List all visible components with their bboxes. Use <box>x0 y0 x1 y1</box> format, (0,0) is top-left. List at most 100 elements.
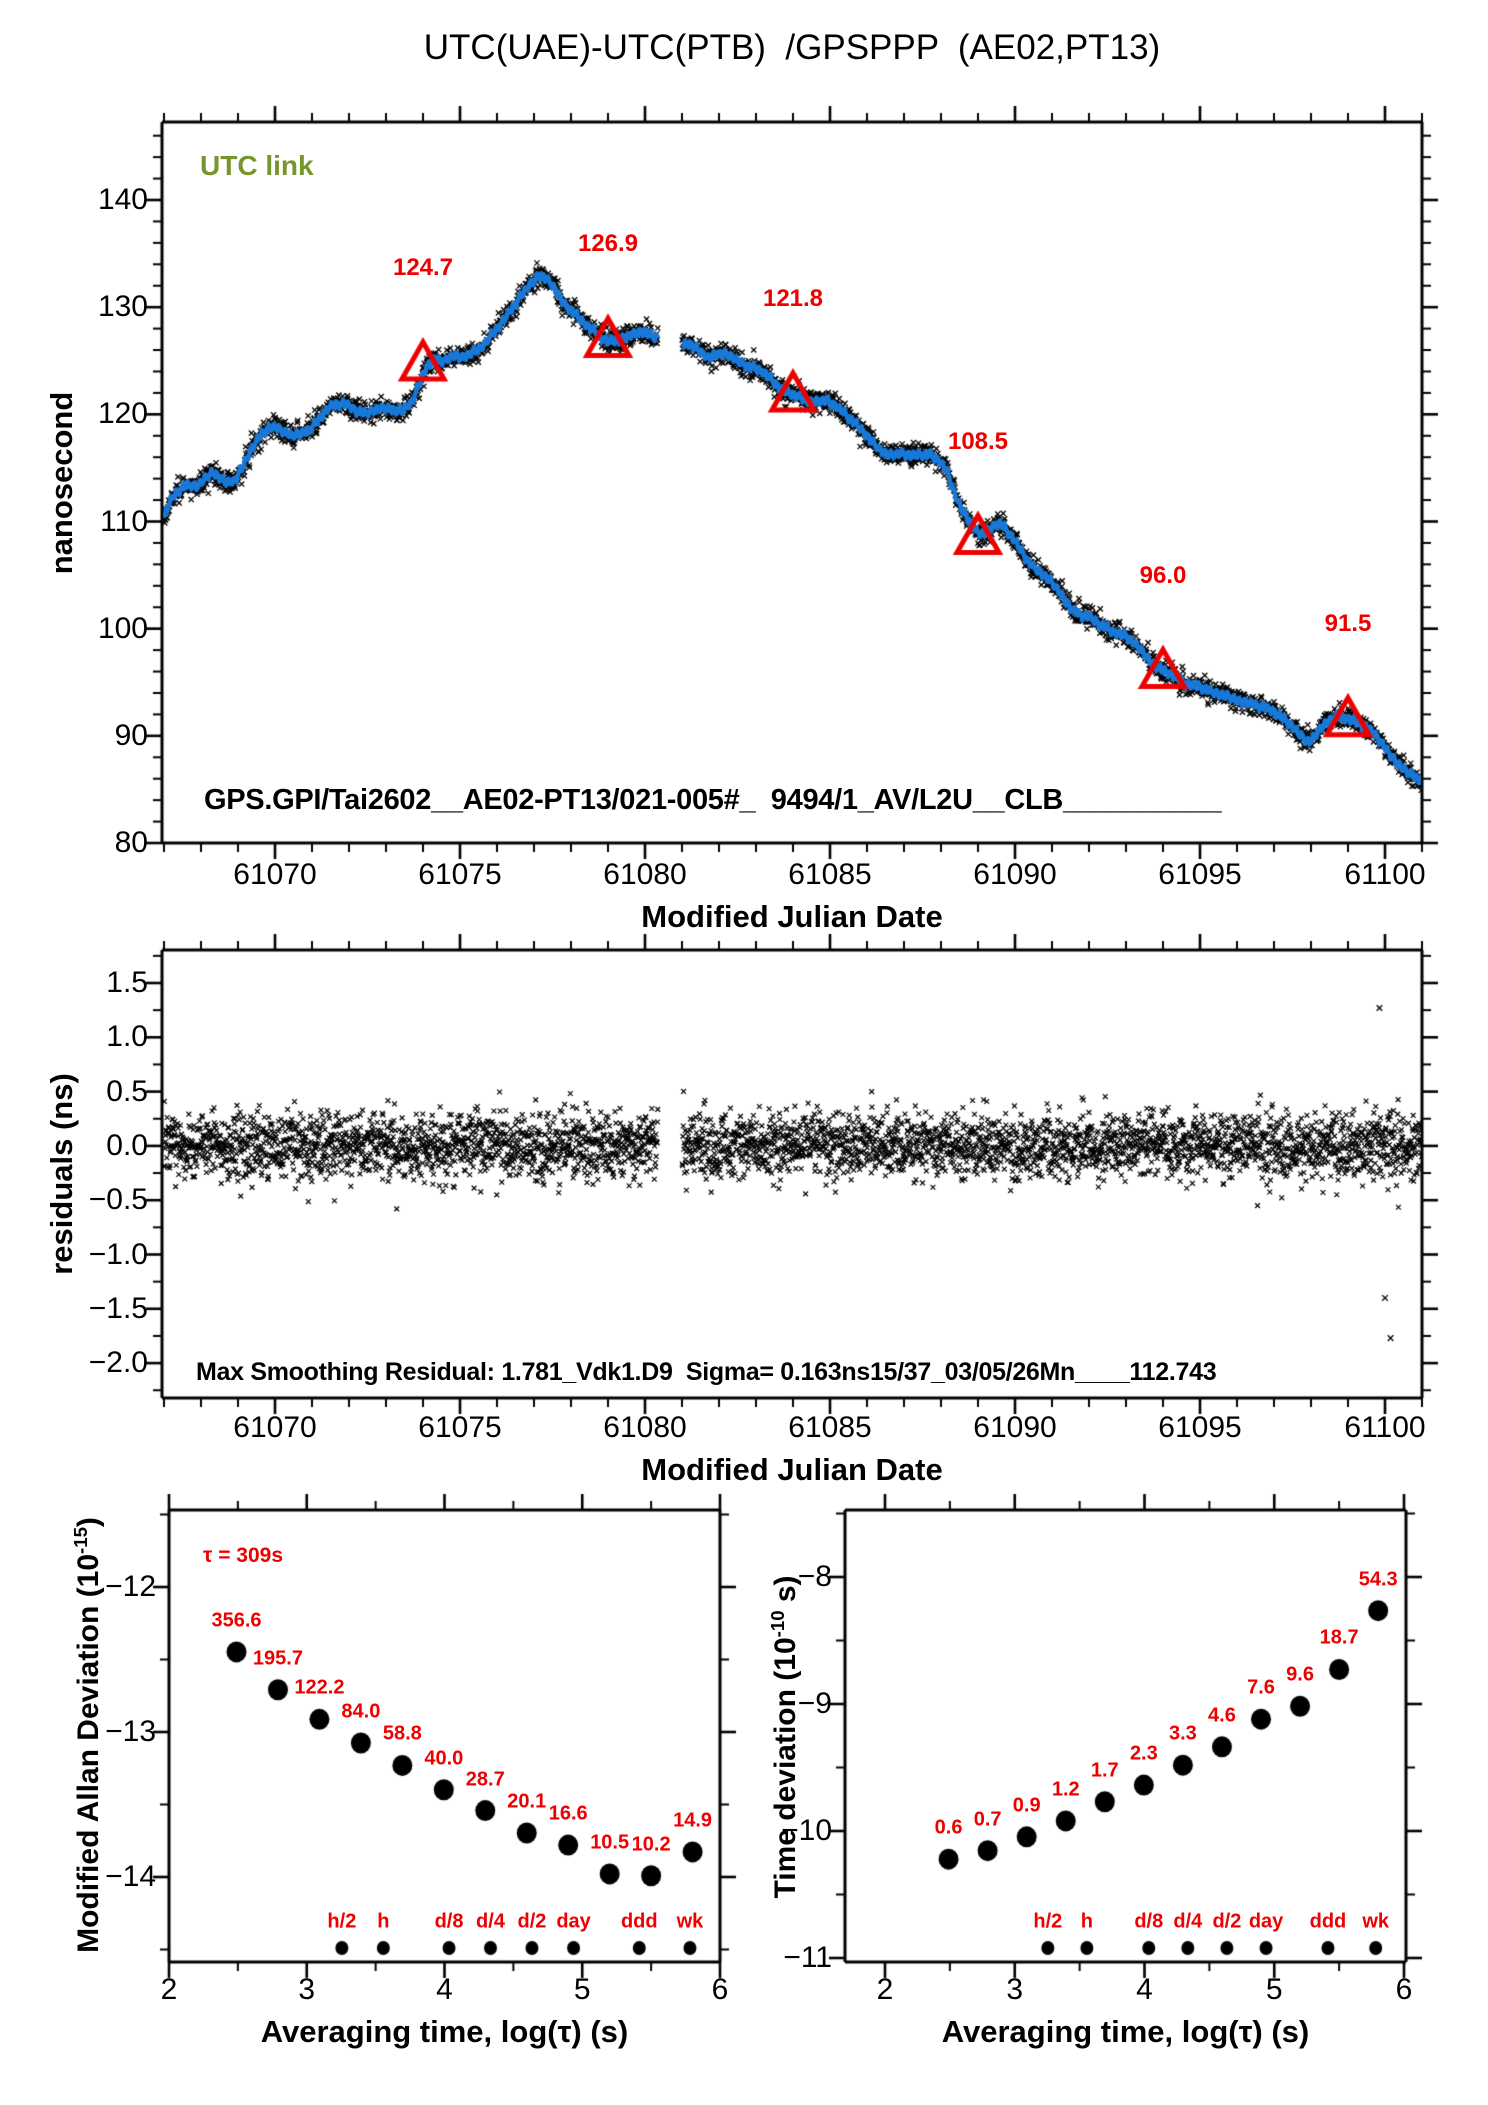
residuals-y-tick-label: 1.5 <box>106 966 148 999</box>
tdev-x-tick-label: 3 <box>1006 1973 1024 2006</box>
top-x-axis-title: Modified Julian Date <box>641 899 943 934</box>
residuals-x-axis-title: Modified Julian Date <box>641 1452 943 1487</box>
tdev-y-title-main: Time deviation (10 <box>769 1637 802 1899</box>
residuals-x-tick-label: 61080 <box>603 1411 687 1444</box>
residuals-y-tick-label: −1.0 <box>88 1237 148 1271</box>
residuals-x-tick-label: 61090 <box>973 1411 1057 1444</box>
residuals-y-tick-label: −1.5 <box>88 1291 148 1325</box>
top-y-tick-label: 120 <box>97 397 148 431</box>
tdev-point-value-label: 0.9 <box>1012 1794 1041 1817</box>
mdev-point-value-label: 195.7 <box>252 1647 303 1670</box>
tdev-point-value-label: 0.6 <box>934 1816 963 1839</box>
mdev-x-tick-label: 3 <box>298 1973 316 2006</box>
mdev-x-tick-label: 4 <box>436 1973 453 2006</box>
mdev-point-value-label: 20.1 <box>507 1790 547 1813</box>
tdev-time-tag-label: h/2 <box>1033 1910 1063 1933</box>
tdev-x-tick-label: 6 <box>1395 1973 1413 2006</box>
mdev-y-title-exponent: -15 <box>70 1527 91 1554</box>
residuals-y-tick-label: 1.0 <box>106 1020 148 1054</box>
mdev-y-tick-label: −14 <box>105 1860 156 1893</box>
mdev-time-tag-label: d/2 <box>517 1910 547 1933</box>
residuals-y-tick-label: −0.5 <box>88 1183 148 1217</box>
mdev-time-tag-label: h/2 <box>327 1910 357 1933</box>
tau-annotation: τ = 309s <box>203 1544 284 1567</box>
link-id-text: GPS.GPI/Tai2602__AE02-PT13/021-005#_ 949… <box>204 784 1222 816</box>
mdev-time-tag-label: d/4 <box>476 1910 505 1933</box>
residuals-y-tick-label: −2.0 <box>88 1346 148 1380</box>
top-y-tick-label: 90 <box>114 718 148 752</box>
tdev-point-value-label: 18.7 <box>1319 1626 1359 1649</box>
tdev-y-axis-title: Time deviation (10-10 s) <box>767 1575 803 1898</box>
mdev-y-title-close: ) <box>72 1517 105 1528</box>
tdev-time-tag-label: wk <box>1362 1910 1390 1933</box>
mdev-time-tag-label: day <box>556 1910 591 1933</box>
tdev-point-value-label: 2.3 <box>1129 1742 1158 1765</box>
calibration-value-label: 108.5 <box>947 427 1009 455</box>
top-x-tick-label: 61075 <box>418 858 502 891</box>
mdev-time-tag-label: ddd <box>620 1910 658 1933</box>
tdev-point-value-label: 1.7 <box>1090 1759 1119 1782</box>
residuals-x-tick-label: 61075 <box>418 1411 502 1444</box>
tdev-point-value-label: 1.2 <box>1051 1778 1080 1801</box>
top-y-tick-label: 100 <box>97 611 148 645</box>
tdev-point-value-label: 4.6 <box>1208 1704 1236 1727</box>
tdev-x-axis-title: Averaging time, log(τ) (s) <box>941 2014 1310 2049</box>
mdev-point-value-label: 10.5 <box>590 1831 630 1854</box>
residuals-y-tick-label: 0.0 <box>106 1128 148 1162</box>
mdev-point-value-label: 122.2 <box>294 1676 345 1699</box>
tdev-y-tick-label: −9 <box>797 1687 832 1720</box>
mdev-time-tag-label: d/8 <box>434 1910 464 1933</box>
residuals-y-tick-label: 0.5 <box>106 1074 148 1108</box>
mdev-x-tick-label: 5 <box>573 1973 591 2006</box>
top-x-tick-label: 61095 <box>1158 858 1242 891</box>
top-x-tick-label: 61085 <box>788 858 872 891</box>
mdev-point-value-label: 16.6 <box>548 1802 588 1825</box>
residuals-y-axis-title: residuals (ns) <box>44 1073 79 1275</box>
top-y-tick-label: 130 <box>97 290 148 324</box>
tdev-x-tick-label: 5 <box>1265 1973 1283 2006</box>
mdev-x-tick-label: 2 <box>160 1973 178 2006</box>
tdev-y-title-exponent: -10 <box>767 1610 788 1638</box>
mdev-point-value-label: 84.0 <box>341 1700 381 1723</box>
tdev-time-tag-label: d/2 <box>1212 1910 1242 1933</box>
mdev-x-tick-label: 6 <box>711 1973 729 2006</box>
calibration-value-label: 126.9 <box>577 230 639 258</box>
calibration-value-label: 124.7 <box>392 253 454 281</box>
mdev-y-title-main: Modified Allan Deviation (10 <box>72 1553 105 1953</box>
top-x-tick-label: 61090 <box>973 858 1057 891</box>
tdev-point-value-label: 7.6 <box>1247 1676 1275 1699</box>
tdev-point-value-label: 0.7 <box>973 1808 1002 1831</box>
mdev-point-value-label: 356.6 <box>211 1609 262 1632</box>
top-y-tick-label: 140 <box>97 183 148 216</box>
mdev-point-value-label: 58.8 <box>382 1722 422 1745</box>
tdev-point-value-label: 3.3 <box>1168 1722 1197 1745</box>
tdev-time-tag-label: d/8 <box>1134 1910 1164 1933</box>
top-y-axis-title: nanosecond <box>44 391 79 575</box>
top-y-tick-label: 110 <box>100 504 148 538</box>
mdev-x-axis-title: Averaging time, log(τ) (s) <box>260 2014 629 2049</box>
tdev-point-value-label: 9.6 <box>1286 1663 1314 1686</box>
mdev-y-tick-label: −13 <box>105 1715 156 1748</box>
tdev-time-tag-label: day <box>1248 1910 1284 1933</box>
tdev-time-tag-label: d/4 <box>1173 1910 1203 1933</box>
mdev-point-value-label: 40.0 <box>424 1747 464 1770</box>
mdev-time-tag-label: h <box>377 1910 390 1933</box>
residuals-x-tick-label: 61100 <box>1344 1411 1426 1444</box>
tdev-time-tag-label: ddd <box>1309 1910 1347 1933</box>
residuals-stats-text: Max Smoothing Residual: 1.781_Vdk1.D9 Si… <box>196 1358 1217 1386</box>
tdev-time-tag-label: h <box>1080 1910 1093 1933</box>
top-x-tick-label: 61080 <box>603 858 687 891</box>
residuals-x-tick-label: 61085 <box>788 1411 872 1444</box>
mdev-time-tag-label: wk <box>676 1910 704 1933</box>
top-y-tick-label: 80 <box>114 826 148 860</box>
residuals-x-tick-label: 61070 <box>233 1411 317 1444</box>
tdev-point-value-label: 54.3 <box>1358 1568 1398 1591</box>
utc-link-label: UTC link <box>200 150 314 181</box>
mdev-point-value-label: 14.9 <box>673 1809 713 1832</box>
tdev-y-tick-label: −10 <box>781 1814 832 1847</box>
tdev-y-tick-label: −8 <box>797 1560 832 1593</box>
mdev-y-tick-label: −12 <box>105 1570 156 1603</box>
mdev-point-value-label: 10.2 <box>631 1833 671 1856</box>
